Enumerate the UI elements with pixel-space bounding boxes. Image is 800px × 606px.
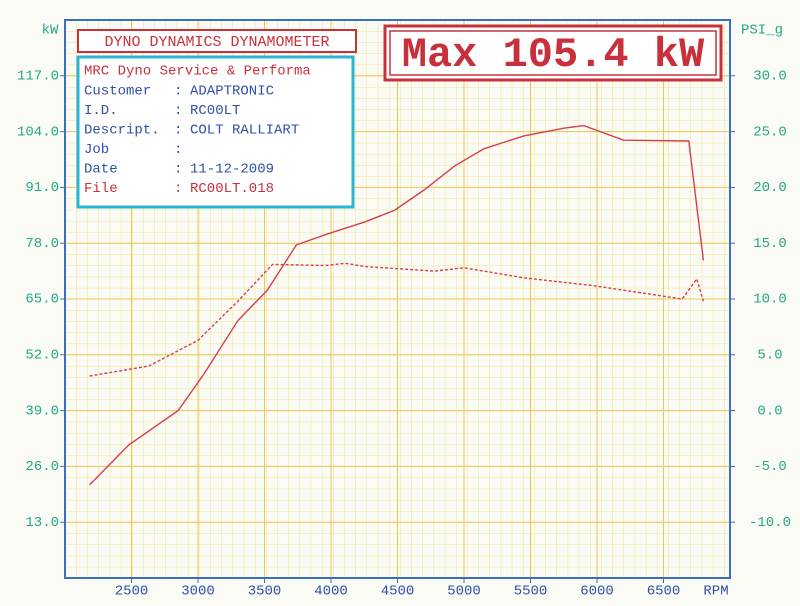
x-axis-label: RPM xyxy=(703,584,728,600)
y2-tick-label: -10.0 xyxy=(749,515,791,531)
y2-tick-label: 0.0 xyxy=(757,403,782,419)
y-tick-label: 117.0 xyxy=(17,69,59,85)
max-annotation: Max 105.4 kW xyxy=(402,31,705,79)
x-tick-label: 6500 xyxy=(647,584,681,600)
info-cell: ADAPTRONIC xyxy=(190,84,274,100)
y2-axis-label: PSI_g xyxy=(741,23,783,39)
y2-tick-label: 15.0 xyxy=(753,236,787,252)
info-cell: : xyxy=(174,181,182,197)
lines xyxy=(89,124,705,486)
info-box xyxy=(76,55,355,209)
info-cell: Descript. xyxy=(84,123,160,139)
info-cell: Date xyxy=(84,162,118,178)
y-tick-label: 104.0 xyxy=(17,124,59,140)
x-tick-label: 2500 xyxy=(115,584,149,600)
info-cell: COLT RALLIART xyxy=(190,123,299,139)
info-rows: Customer: ADAPTRONIC I.D.: RC00LT Descript.:… xyxy=(84,84,299,198)
y-tick-label: 78.0 xyxy=(25,236,59,252)
title-box xyxy=(77,29,357,53)
grid xyxy=(65,20,730,578)
info-cell: Job xyxy=(84,142,109,158)
y-axis-label: kW xyxy=(42,23,59,39)
y2-tick-label: 10.0 xyxy=(753,292,787,308)
info-cell: RC00LT xyxy=(190,103,240,119)
y2-tick-label: 20.0 xyxy=(753,180,787,196)
x-tick-label: 4000 xyxy=(314,584,348,600)
info-cell: File xyxy=(84,181,118,197)
x-tick-label: 3500 xyxy=(248,584,282,600)
y-tick-label: 91.0 xyxy=(25,180,59,196)
y2-tick-label: -5.0 xyxy=(753,459,787,475)
max-box xyxy=(383,24,723,82)
y2-tick-label: 30.0 xyxy=(753,69,787,85)
x-tick-label: 5000 xyxy=(447,584,481,600)
info-cell: RC00LT.018 xyxy=(190,181,274,197)
y2-tick-label: 25.0 xyxy=(753,124,787,140)
info-cell: : xyxy=(174,103,182,119)
x-tick-label: 4500 xyxy=(381,584,415,600)
info-cell: : xyxy=(174,123,182,139)
chart-title: DYNO DYNAMICS DYNAMOMETER xyxy=(104,34,329,51)
info-cell: : xyxy=(174,84,182,100)
y2-tick-label: 5.0 xyxy=(757,348,782,364)
info-cell: : xyxy=(174,142,182,158)
info-cell: I.D. xyxy=(84,103,118,119)
x-tick-label: 3000 xyxy=(181,584,215,600)
info-cell: : xyxy=(174,162,182,178)
ticks: 2500 3000 3500 4000 4500 5000 5500 6000 6500 13.0… xyxy=(17,69,791,600)
x-tick-label: 6000 xyxy=(580,584,614,600)
y-tick-label: 65.0 xyxy=(25,292,59,308)
info-heading: MRC Dyno Service & Performa xyxy=(84,64,311,80)
info-cell: Customer xyxy=(84,84,151,100)
y-tick-label: 13.0 xyxy=(25,515,59,531)
info-cell: 11-12-2009 xyxy=(190,162,274,178)
y-tick-label: 52.0 xyxy=(25,348,59,364)
max-box-inner xyxy=(389,30,717,76)
series-line xyxy=(89,262,705,377)
series-line xyxy=(89,124,705,486)
y-tick-label: 39.0 xyxy=(25,403,59,419)
y-tick-label: 26.0 xyxy=(25,459,59,475)
x-tick-label: 5500 xyxy=(514,584,548,600)
